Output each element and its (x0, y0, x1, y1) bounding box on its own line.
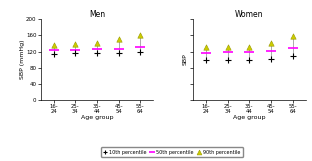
Point (203, 46, 208, 49)
Point (203, 52, 208, 54)
Point (290, 47, 295, 50)
Title: Women: Women (235, 9, 264, 19)
Point (269, 49, 274, 52)
Point (95, 48, 100, 50)
Point (290, 35, 295, 38)
Point (269, 41, 274, 44)
Point (225, 58, 230, 61)
Y-axis label: SBP (mmHg): SBP (mmHg) (20, 40, 25, 79)
Point (116, 48, 121, 50)
Point (95, 52, 100, 54)
Point (116, 38, 121, 41)
Point (73, 52, 78, 54)
Y-axis label: SBP: SBP (182, 54, 187, 65)
Point (138, 46, 143, 49)
Point (51, 44, 56, 46)
Point (138, 33, 143, 36)
Point (225, 51, 230, 54)
Point (116, 52, 121, 54)
Title: Men: Men (89, 9, 105, 19)
Point (138, 51, 143, 54)
Point (73, 49, 78, 51)
Point (73, 43, 78, 46)
Point (290, 54, 295, 57)
X-axis label: Age group: Age group (81, 115, 113, 120)
Point (51, 49, 56, 51)
X-axis label: Age group: Age group (233, 115, 266, 120)
Point (95, 42, 100, 45)
Point (247, 58, 252, 61)
Legend: 10th percentile, 50th percentile, 90th percentile: 10th percentile, 50th percentile, 90th p… (100, 147, 243, 157)
Point (247, 51, 252, 54)
Point (203, 58, 208, 61)
Point (51, 53, 56, 56)
Point (269, 57, 274, 60)
Point (225, 46, 230, 49)
Point (247, 45, 252, 48)
